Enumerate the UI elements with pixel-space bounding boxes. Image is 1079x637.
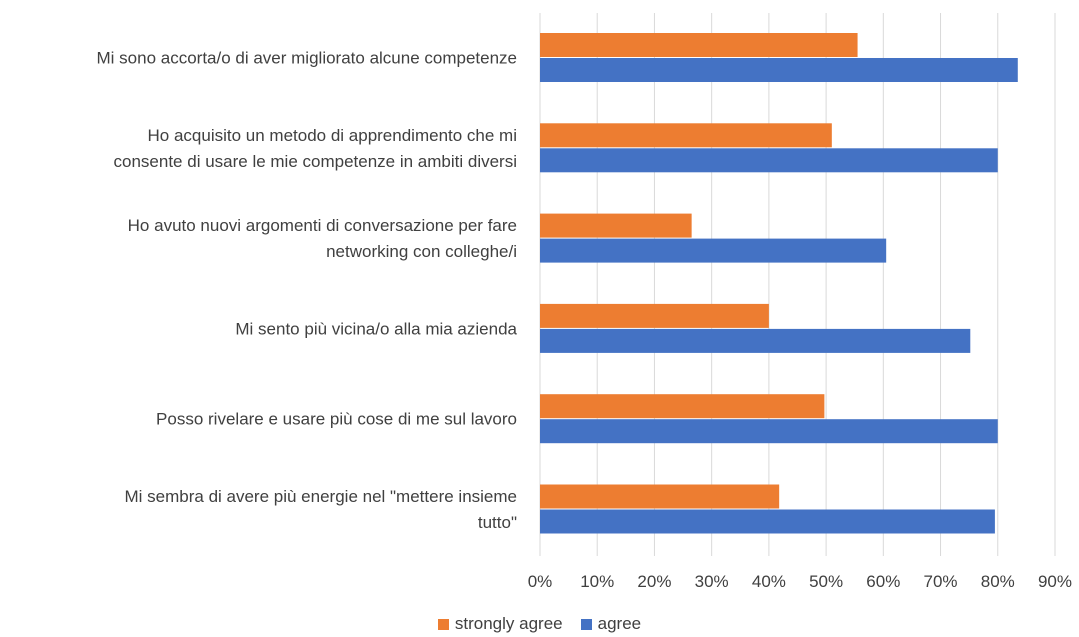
x-axis-tick-labels: 0% 10% 20% 30% 40% 50% 60% 70% 80% 90% (528, 572, 1072, 591)
gridlines (539, 13, 1056, 556)
bar-strongly-agree (540, 123, 832, 148)
bar-strongly-agree (540, 394, 825, 419)
bar-strongly-agree (540, 484, 780, 509)
x-tick-label: 50% (809, 572, 843, 591)
bar-agree (540, 509, 995, 534)
x-tick-label: 90% (1038, 572, 1072, 591)
bar-agree (540, 238, 887, 263)
bar-agree (540, 148, 998, 173)
legend-swatch-agree (580, 618, 592, 630)
category-label: Mi sembra di avere più energie nel "mett… (125, 487, 518, 532)
category-labels: Mi sono accorta/o di aver migliorato alc… (97, 49, 518, 533)
category-label: Mi sono accorta/o di aver migliorato alc… (97, 49, 518, 68)
category-label: Ho acquisito un metodo di apprendimento … (114, 126, 517, 171)
category-label: Ho avuto nuovi argomenti di conversazion… (128, 216, 517, 261)
bar-agree (540, 328, 971, 353)
legend-item-strongly-agree: strongly agree (437, 614, 563, 634)
x-tick-label: 10% (580, 572, 614, 591)
x-tick-label: 60% (866, 572, 900, 591)
legend-label-strongly-agree: strongly agree (454, 614, 563, 633)
bar-agree (540, 58, 1018, 82)
bar-strongly-agree (540, 303, 769, 328)
category-label: Mi sento più vicina/o alla mia azienda (235, 319, 517, 338)
legend-item-agree: agree (580, 614, 642, 634)
legend-swatch-strongly-agree (437, 618, 449, 630)
x-tick-label: 0% (528, 572, 553, 591)
bar-strongly-agree (540, 213, 692, 238)
bar-strongly-agree (540, 33, 858, 57)
x-tick-label: 20% (637, 572, 671, 591)
x-tick-label: 80% (981, 572, 1015, 591)
legend: strongly agree agree (0, 612, 1079, 636)
x-tick-label: 70% (924, 572, 958, 591)
bars (540, 33, 1018, 534)
bar-agree (540, 419, 998, 444)
legend-label-agree: agree (597, 614, 642, 633)
x-tick-label: 30% (695, 572, 729, 591)
category-label: Posso rivelare e usare più cose di me su… (156, 410, 517, 429)
bar-chart: Mi sono accorta/o di aver migliorato alc… (97, 13, 1072, 591)
x-tick-label: 40% (752, 572, 786, 591)
